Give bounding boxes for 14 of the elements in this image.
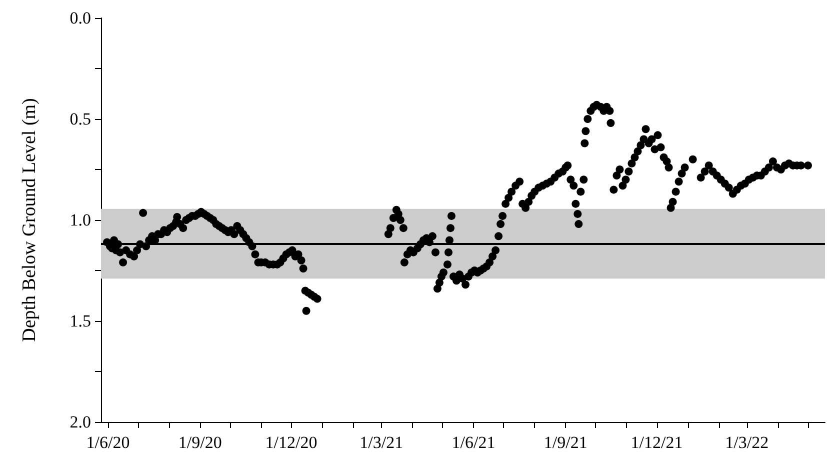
x-tick-label: 1/3/22 xyxy=(725,433,769,452)
x-tick-label: 1/3/21 xyxy=(360,433,404,452)
x-tick-label: 1/12/20 xyxy=(265,433,318,452)
y-tick-label: 1.5 xyxy=(70,312,91,330)
x-tick-label: 1/9/21 xyxy=(544,433,588,452)
y-tick-label: 0.0 xyxy=(70,8,91,28)
y-tick-label: 1.0 xyxy=(70,210,91,230)
x-tick-label: 1/9/20 xyxy=(178,433,222,452)
y-tick-label: 2.0 xyxy=(70,412,91,432)
x-tick-label: 1/6/21 xyxy=(452,433,496,452)
x-tick-label: 1/6/20 xyxy=(86,433,130,452)
y-axis-title: Depth Below Ground Level (m) xyxy=(19,98,40,342)
x-tick-label: 1/12/21 xyxy=(630,433,683,452)
y-tick-label: 0.5 xyxy=(70,110,91,128)
